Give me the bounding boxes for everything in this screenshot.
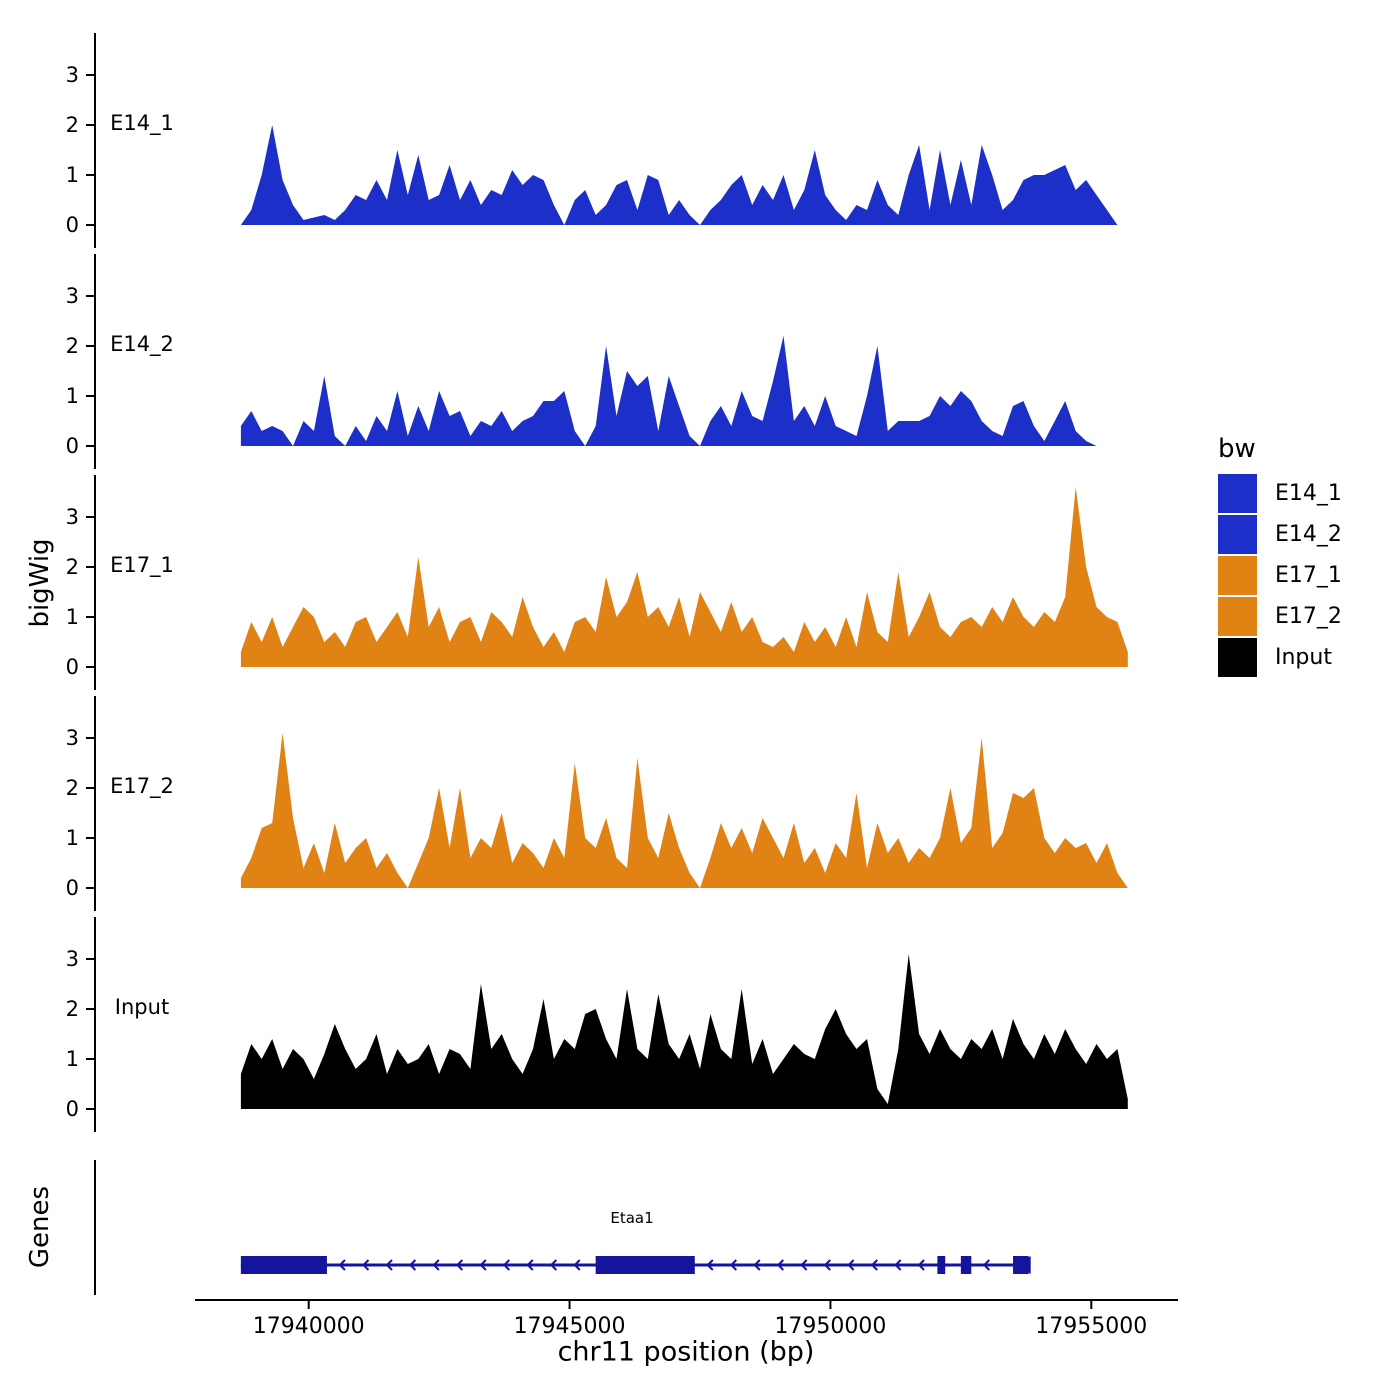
strand-arrow [870,1259,878,1271]
x-tick-label: 17945000 [514,1314,626,1339]
y-tick-label: 0 [66,655,79,679]
y-tick-label: 3 [66,284,79,308]
legend-entry-label: E17_1 [1275,563,1342,588]
y-tick-label: 3 [66,947,79,971]
gene-end-arrow [1016,1256,1031,1274]
strand-arrow [573,1259,581,1271]
y-tick-label: 3 [66,726,79,750]
gene-exon [595,1256,695,1274]
legend-entry-E14_2: E14_2 [1218,515,1342,554]
signal-area-E14_2 [240,336,1128,446]
gene-exon [960,1256,972,1274]
x-axis-title: chr11 position (bp) [557,1336,815,1368]
legend-swatch [1218,638,1257,677]
strand-arrow [706,1259,714,1271]
y-tick-label: 2 [66,555,79,579]
genes-axis-title: Genes [25,1185,55,1269]
gene-exon [240,1256,327,1274]
strand-arrow [753,1259,761,1271]
legend-entry-E17_1: E17_1 [1218,556,1342,595]
strand-arrow [800,1259,808,1271]
y-tick-label: 3 [66,63,79,87]
y-tick-label: 0 [66,434,79,458]
signal-area-E14_1 [240,125,1128,225]
legend-swatch [1218,515,1257,554]
x-tick-label: 17940000 [253,1314,365,1339]
strand-arrow [847,1259,855,1271]
track-label-E14_1: E14_1 [110,111,174,136]
signal-area-E17_2 [240,733,1128,888]
y-tick-label: 2 [66,997,79,1021]
strand-arrow [526,1259,534,1271]
y-tick-label: 1 [66,1047,79,1071]
y-tick-label: 0 [66,213,79,237]
legend-entry-label: E17_2 [1275,604,1342,629]
gene-exon [937,1256,946,1274]
legend: E14_1 E14_2 E17_1 E17_2 Input [1218,474,1342,679]
x-tick-label: 17950000 [774,1314,886,1339]
y-tick-label: 2 [66,113,79,137]
track-label-E17_2: E17_2 [110,774,174,799]
y-tick-label: 0 [66,876,79,900]
signal-area-Input [240,954,1128,1109]
y-tick-label: 1 [66,384,79,408]
y-tick-label: 0 [66,1097,79,1121]
strand-arrow [982,1259,991,1271]
strand-arrow [432,1259,440,1271]
y-tick-label: 1 [66,605,79,629]
strand-arrow [479,1259,487,1271]
strand-arrow [776,1259,785,1271]
legend-entry-label: Input [1275,645,1332,670]
strand-arrow [338,1259,346,1271]
strand-arrow [894,1259,902,1271]
x-tick-label: 17955000 [1035,1314,1147,1339]
legend-swatch [1218,597,1257,636]
track-label-E17_1: E17_1 [110,553,174,578]
track-label-Input: Input [115,995,169,1019]
y-tick-label: 3 [66,505,79,529]
strand-arrow [729,1259,738,1271]
signal-area-E17_1 [240,487,1128,667]
legend-swatch [1218,474,1257,513]
strand-arrow [917,1259,925,1271]
strand-arrow [455,1259,464,1271]
track-label-E14_2: E14_2 [110,332,174,357]
strand-arrow [502,1259,511,1271]
legend-entry-E17_2: E17_2 [1218,597,1342,636]
legend-entry-Input: Input [1218,638,1342,677]
y-tick-label: 1 [66,163,79,187]
legend-title: bw [1218,434,1256,464]
strand-arrow [549,1259,558,1271]
y-tick-label: 1 [66,826,79,850]
strand-arrow [362,1259,370,1271]
legend-entry-label: E14_2 [1275,522,1342,547]
strand-arrow [385,1259,393,1271]
y-tick-label: 2 [66,776,79,800]
y-axis-title: bigWig [25,538,55,628]
legend-entry-label: E14_1 [1275,481,1342,506]
gene-label: Etaa1 [610,1209,654,1227]
strand-arrow [408,1259,417,1271]
y-tick-label: 2 [66,334,79,358]
legend-entry-E14_1: E14_1 [1218,474,1342,513]
strand-arrow [823,1259,831,1271]
legend-swatch [1218,556,1257,595]
